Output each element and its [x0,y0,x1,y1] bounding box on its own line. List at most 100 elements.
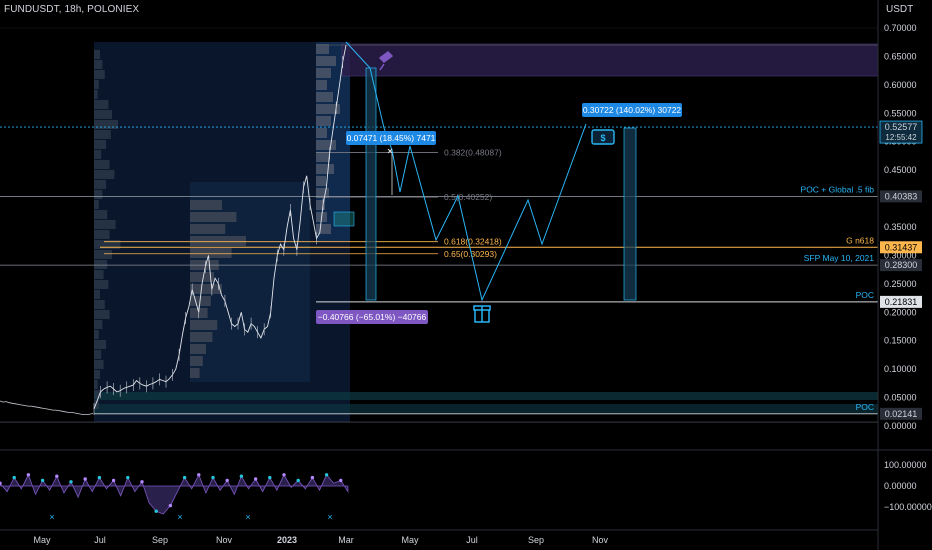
volume-bar [94,320,103,329]
oscillator-dot [310,475,315,480]
volume-bar [316,44,329,54]
volume-bar [94,260,108,269]
time-tick-label: Mar [338,535,354,545]
volume-bar [94,160,110,169]
oscillator-dot [197,473,201,477]
volume-bar [190,356,203,366]
measure-label-drop-bg[interactable] [316,310,428,324]
oscillator-cross-marker: × [245,512,250,522]
price-tick-label: 0.10000 [884,364,917,374]
oscillator-dot [168,503,173,508]
volume-bar [190,368,200,378]
fib-label: 0.5(0.40252) [444,192,492,202]
volume-bar [94,110,112,119]
level-label: SFP May 10, 2021 [804,253,875,263]
volume-bar [94,70,105,79]
price-tag-bg [880,259,922,272]
volume-bar [94,330,99,339]
oscillator-dot [211,475,215,480]
bottom-zone-band [94,392,878,400]
volume-bar [190,272,214,282]
axis-currency-label: USDT [886,4,914,15]
measure-label-target: 0.30722 (140.02%) 30722 [583,105,682,115]
supply-zone-box [341,43,879,77]
volume-bar [190,200,222,210]
oscillator-dot [40,478,45,483]
oscillator-tick-label: 0.00000 [884,481,917,491]
volume-bar [94,170,115,179]
oscillator-dot [26,473,31,477]
price-series [0,45,347,415]
oscillator-dot [154,509,158,513]
price-tick-label: 0.70000 [884,23,917,33]
volume-bar [190,284,222,294]
volume-bar [94,310,110,319]
horizontal-levels: 0.382(0.48087) 0.5(0.40252) 0.618(0.32418)… [0,27,878,423]
measure-label-target-bg[interactable] [582,103,682,117]
time-tick-label: Sep [152,535,168,545]
money-icon[interactable] [591,129,615,145]
volume-bar [94,140,106,149]
measure-bar-right[interactable] [623,127,637,301]
price-tick-label: 0.55000 [884,108,917,118]
measure-label-up: 0.07471 (18.45%) 7471 [347,133,436,143]
volume-bar [94,80,99,89]
money-icon-symbol: $ [600,133,605,143]
price-tick-label: 0.65000 [884,51,917,61]
volume-bar [94,390,102,399]
volume-bar [316,176,326,186]
drawings[interactable]: $0.07471 (18.45%) 7471 0.30722 (140.02%) … [316,41,682,324]
oscillator-dot [282,473,286,477]
price-tag-bg [880,407,922,420]
measure-label-up-bg[interactable] [346,131,436,145]
price-tag: 0.28300 [885,260,918,270]
price-tag-countdown: 12:55:42 [885,133,917,142]
volume-bar [94,180,106,189]
price-tag-bg [880,190,922,203]
oscillator-dot [55,474,59,478]
volume-bar [94,370,100,379]
price-axis: 0.700000.650000.600000.550000.500000.450… [877,0,923,550]
volume-bar [316,56,336,66]
volume-bar [94,340,106,349]
oscillator-dot [225,478,229,483]
volume-bar [94,50,100,59]
volume-bar [94,290,100,299]
volume-bar [316,68,331,78]
measure-label-drop: −0.40766 (−65.01%) −40766 [318,312,427,322]
volume-bar [94,120,118,129]
volume-bar [190,320,218,330]
price-tick-label: 0.35000 [884,222,917,232]
gift-icon[interactable] [473,305,491,323]
oscillator-dot [324,473,329,477]
price-tick-label: 0.60000 [884,80,917,90]
oscillator-dot [83,477,87,481]
projection-path[interactable] [345,41,587,302]
volume-bar [316,92,333,102]
volume-bar [94,210,108,219]
hammer-icon[interactable] [378,51,394,71]
volume-bar [316,128,327,138]
price-tick-label: 0.20000 [884,307,917,317]
volume-bar [190,236,246,246]
oscillator-dot [0,481,2,485]
price-tick-label: 0.25000 [884,279,917,289]
price-line-early [0,400,94,415]
x-marker[interactable] [387,148,393,154]
time-tick-label: May [33,535,51,545]
volume-bar [94,130,111,139]
chart-symbol-title[interactable]: FUNDUSDT, 18h, POLONIEX [4,4,140,15]
oscillator-dot [296,478,300,483]
volume-bar [316,224,331,234]
time-tick-label: May [401,535,419,545]
price-line-main [93,45,347,410]
small-box-marker[interactable] [333,211,355,227]
volume-profile [94,42,879,422]
oscillator-dot [239,474,244,478]
measure-bar-left[interactable] [365,67,377,301]
volume-bar [94,230,110,239]
volume-bar [94,220,116,229]
time-tick-label: Nov [592,535,609,545]
volume-bar [190,212,237,222]
